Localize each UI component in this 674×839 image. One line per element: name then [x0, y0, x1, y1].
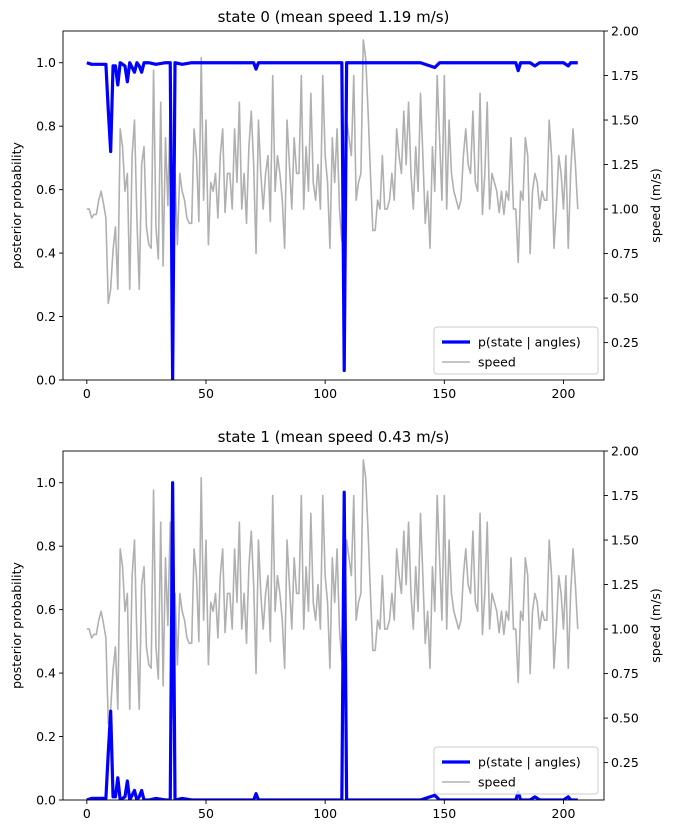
y-right-tick-label: 2.00 — [611, 444, 639, 459]
y-right-tick-label: 1.50 — [611, 113, 639, 128]
legend: p(state | angles) speed — [433, 746, 599, 795]
x-tick-label: 100 — [313, 386, 337, 401]
y-right-axis-label: speed (m/s) — [648, 588, 663, 662]
y-left-axis-label: posterior probability — [9, 142, 24, 269]
x-tick-label: 50 — [198, 806, 214, 821]
y-left-axis-label: posterior probability — [9, 562, 24, 689]
speed-line — [86, 39, 579, 305]
y-left-tick-label: 0.8 — [36, 119, 56, 134]
x-tick-label: 150 — [432, 806, 456, 821]
posterior-probability-line — [86, 61, 578, 380]
x-tick-label: 100 — [313, 806, 337, 821]
legend-label: p(state | angles) — [478, 335, 581, 350]
y-left-tick-label: 0.4 — [36, 666, 56, 681]
y-right-tick-label: 0.50 — [611, 291, 639, 306]
x-tick-label: 0 — [83, 386, 91, 401]
panel-state-1: state 1 (mean speed 0.43 m/s) 0 50 100 150 20… — [9, 428, 663, 821]
speed-line — [86, 459, 579, 725]
x-tick-label: 200 — [552, 806, 576, 821]
y-left-tick-label: 0.0 — [36, 793, 56, 808]
y-left-tick-label: 0.6 — [36, 602, 56, 617]
chart-title: state 0 (mean speed 1.19 m/s) — [218, 8, 450, 26]
y-right-tick-label: 0.75 — [611, 666, 639, 681]
y-right-tick-label: 1.50 — [611, 533, 639, 548]
legend-label: p(state | angles) — [478, 755, 581, 770]
legend: p(state | angles) speed — [433, 326, 599, 375]
y-left-tick-label: 1.0 — [36, 475, 56, 490]
y-left-tick-label: 0.2 — [36, 309, 56, 324]
y-right-tick-label: 1.75 — [611, 488, 639, 503]
y-right-axis-label: speed (m/s) — [648, 168, 663, 242]
y-right-tick-label: 2.00 — [611, 24, 639, 39]
y-left-tick-label: 0.0 — [36, 373, 56, 388]
plot-frame — [62, 450, 605, 801]
legend-label: speed — [478, 775, 516, 790]
panel-state-0: state 0 (mean speed 1.19 m/s) 0 50 100 150 20… — [9, 8, 663, 401]
y-right-tick-label: 0.75 — [611, 246, 639, 261]
legend-box — [433, 326, 599, 375]
y-left-tick-label: 1.0 — [36, 55, 56, 70]
y-right-tick-label: 0.25 — [611, 335, 639, 350]
chart-title: state 1 (mean speed 0.43 m/s) — [218, 428, 450, 446]
y-right-tick-label: 1.00 — [611, 202, 639, 217]
y-left-tick-label: 0.2 — [36, 729, 56, 744]
y-left-tick-label: 0.6 — [36, 182, 56, 197]
legend-label: speed — [478, 355, 516, 370]
y-right-tick-label: 1.25 — [611, 577, 639, 592]
y-right-tick-label: 1.00 — [611, 622, 639, 637]
y-right-tick-label: 0.25 — [611, 755, 639, 770]
x-tick-label: 50 — [198, 386, 214, 401]
y-left-tick-label: 0.4 — [36, 246, 56, 261]
y-left-tick-label: 0.8 — [36, 539, 56, 554]
x-tick-label: 0 — [83, 806, 91, 821]
x-tick-label: 150 — [432, 386, 456, 401]
y-right-tick-label: 1.75 — [611, 68, 639, 83]
y-right-tick-label: 1.25 — [611, 157, 639, 172]
legend-box — [433, 746, 599, 795]
plot-frame — [62, 30, 605, 381]
y-right-tick-label: 0.50 — [611, 711, 639, 726]
x-tick-label: 200 — [552, 386, 576, 401]
